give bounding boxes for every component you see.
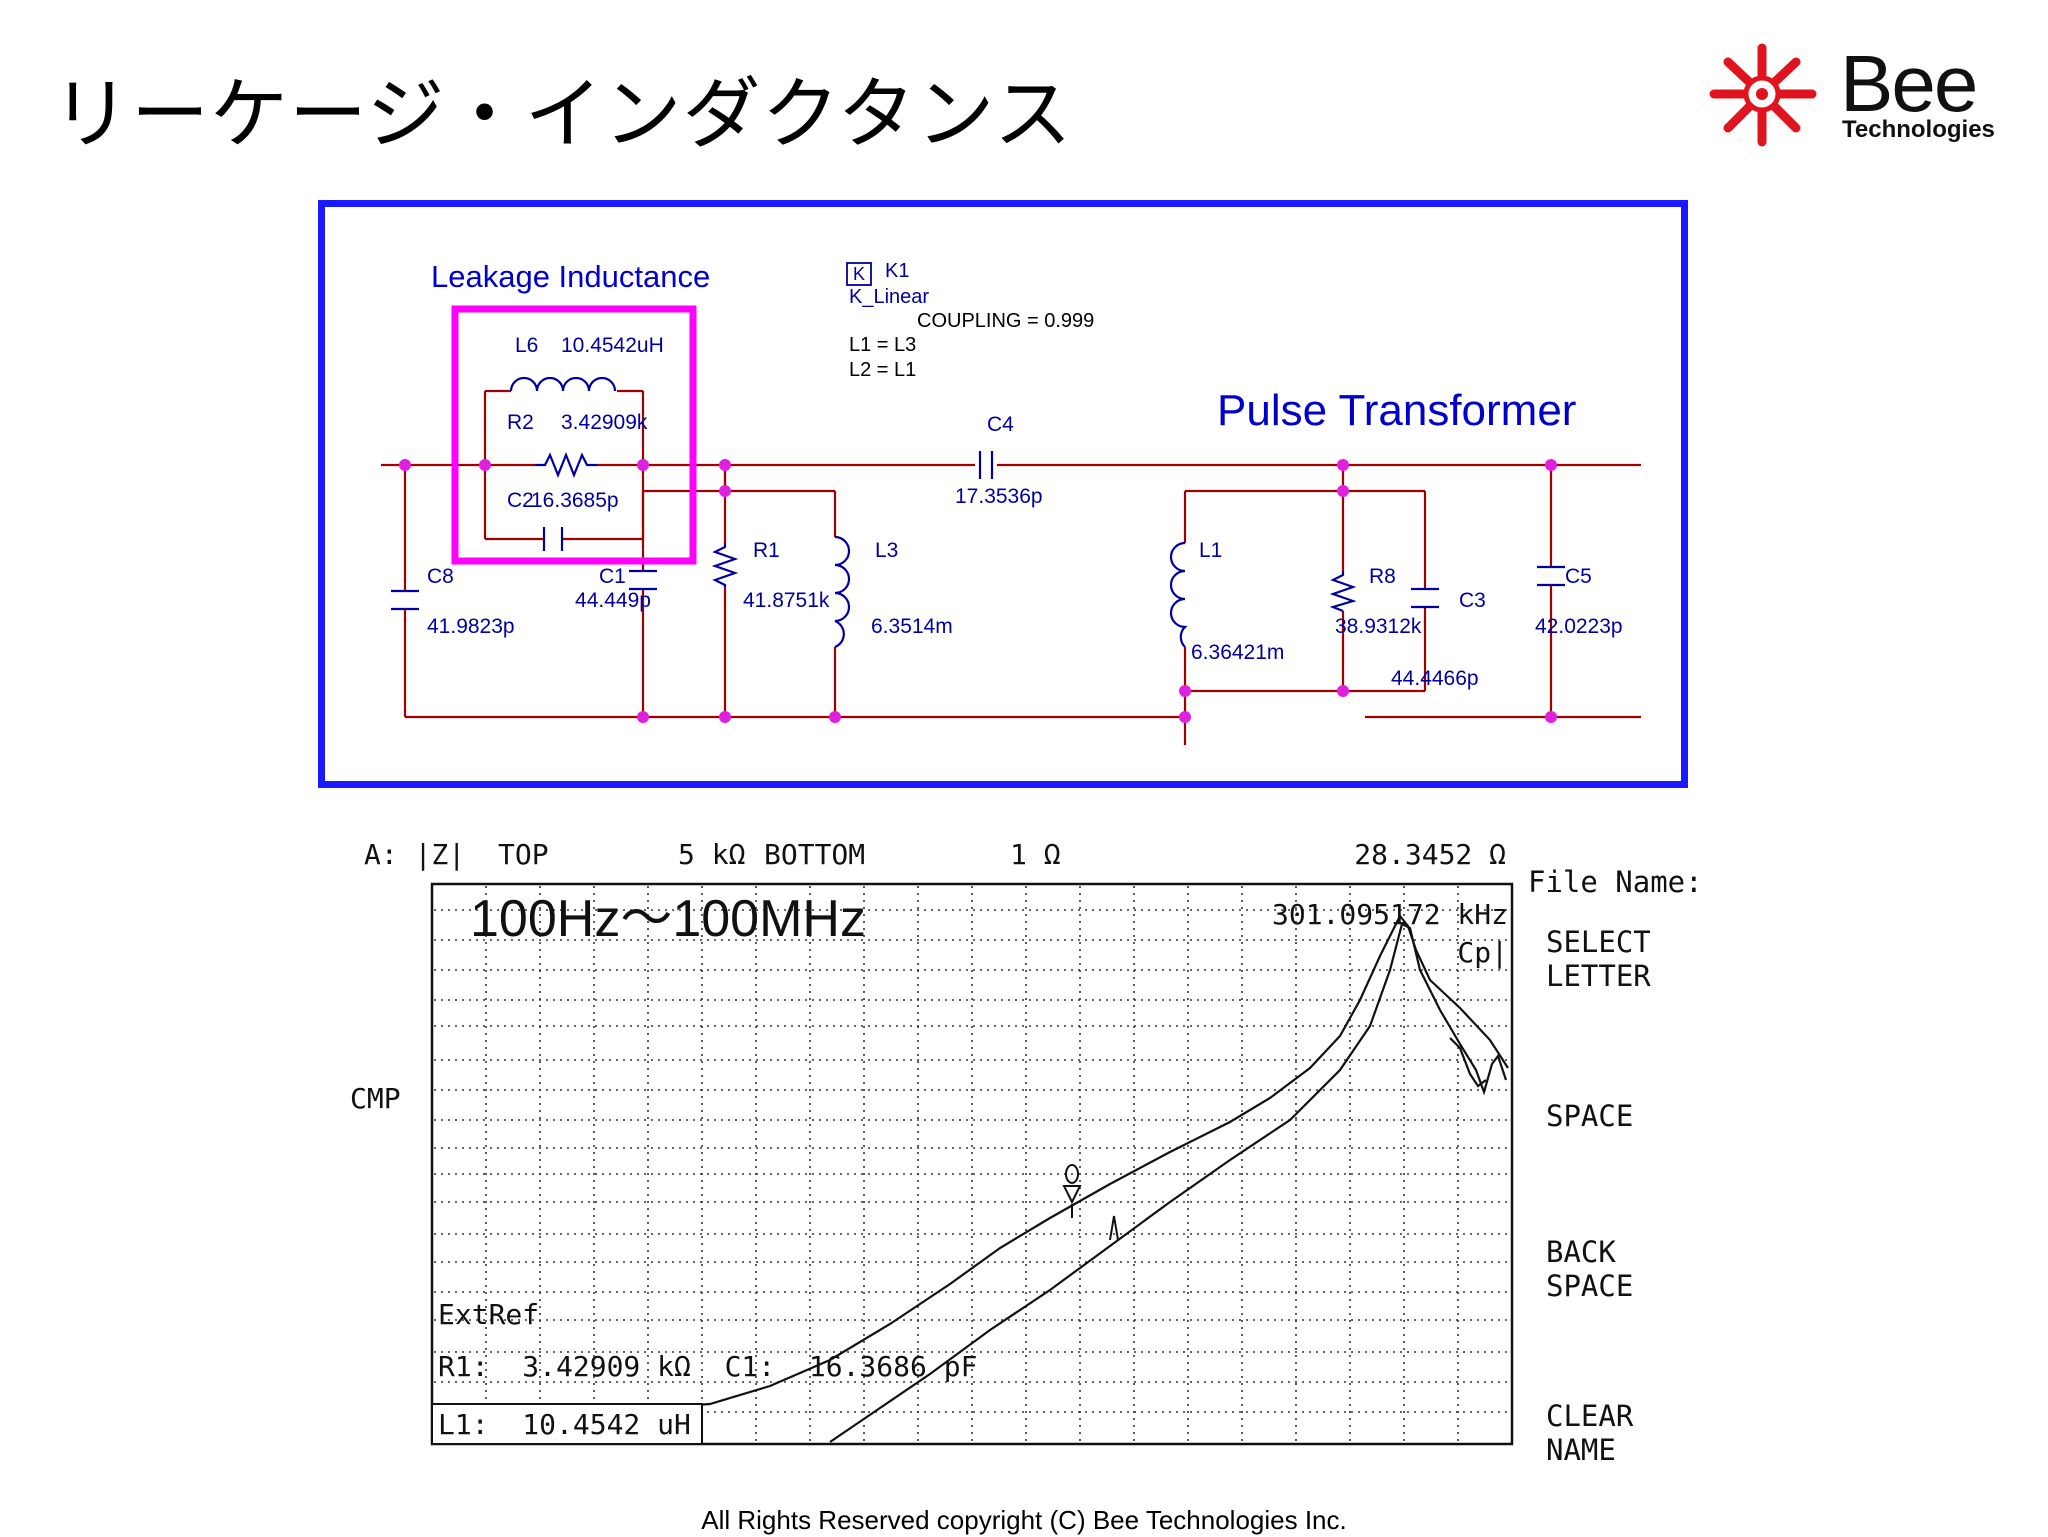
c4-name: C4 bbox=[987, 413, 1014, 436]
c5-name: C5 bbox=[1565, 565, 1592, 588]
logo-word: Bee bbox=[1840, 39, 1978, 128]
marker-frequency: 301.095172 kHz bbox=[1272, 898, 1508, 931]
r8-name: R8 bbox=[1369, 565, 1396, 588]
clear-name-key-1[interactable]: CLEAR bbox=[1546, 1399, 1634, 1433]
bottom-label: BOTTOM bbox=[764, 838, 865, 871]
k-icon: K bbox=[853, 264, 865, 284]
k1-coupling: COUPLING = 0.999 bbox=[917, 310, 1094, 332]
analyzer-display: A: |Z| TOP 5 kΩ BOTTOM 1 Ω 28.3452 Ω bbox=[350, 838, 1703, 1467]
top-value: 5 kΩ bbox=[678, 838, 745, 871]
range-note: 100Hz～100MHz bbox=[470, 890, 866, 948]
impedance-analyzer-screen: A: |Z| TOP 5 kΩ BOTTOM 1 Ω 28.3452 Ω bbox=[350, 830, 1710, 1470]
extref-label: ExtRef bbox=[438, 1298, 539, 1331]
l1-readout: L1: 10.4542 uH bbox=[438, 1408, 691, 1441]
l1-name: L1 bbox=[1199, 539, 1222, 562]
c2-value: 16.3685p bbox=[531, 489, 619, 512]
r1-value: 41.8751k bbox=[743, 589, 830, 612]
page-title: リーケージ・インダクタンス bbox=[52, 70, 1073, 160]
c1-name: C1 bbox=[599, 565, 626, 588]
k1-model: K_Linear bbox=[849, 286, 929, 308]
c8-value: 41.9823p bbox=[427, 615, 515, 638]
c3-value: 44.4466p bbox=[1391, 667, 1479, 690]
l6-name: L6 bbox=[515, 334, 538, 357]
r1-name: R1 bbox=[753, 539, 780, 562]
l6-value: 10.4542uH bbox=[561, 334, 664, 357]
back-space-key-2[interactable]: SPACE bbox=[1546, 1269, 1633, 1303]
top-label: TOP bbox=[498, 838, 549, 871]
r2-name: R2 bbox=[507, 411, 534, 434]
pulse-transformer-label: Pulse Transformer bbox=[1217, 386, 1576, 435]
bottom-value: 1 Ω bbox=[1010, 838, 1061, 871]
r2-value: 3.42909k bbox=[561, 411, 648, 434]
c1-value: 44.449p bbox=[575, 589, 651, 612]
cmp-label: CMP bbox=[350, 1082, 401, 1115]
back-space-key-1[interactable]: BACK bbox=[1546, 1235, 1616, 1269]
leakage-inductance-label: Leakage Inductance bbox=[431, 259, 710, 294]
select-letter-key-2[interactable]: LETTER bbox=[1546, 959, 1651, 993]
k1-name: K1 bbox=[885, 260, 909, 282]
marker-value: 28.3452 Ω bbox=[1354, 838, 1506, 871]
l1-value: 6.36421m bbox=[1191, 641, 1284, 664]
c4-value: 17.3536p bbox=[955, 485, 1043, 508]
copyright-footer: All Rights Reserved copyright (C) Bee Te… bbox=[701, 1505, 1347, 1535]
measure-mode: Cp| bbox=[1457, 936, 1508, 969]
r1-c1-readout: R1: 3.42909 kΩ C1: 16.3686 pF bbox=[438, 1350, 977, 1383]
file-name-label: File Name: bbox=[1528, 865, 1703, 899]
l3-name: L3 bbox=[875, 539, 898, 562]
select-letter-key-1[interactable]: SELECT bbox=[1546, 925, 1651, 959]
k1-l1: L1 = L3 bbox=[849, 334, 916, 356]
r8-value: 38.9312k bbox=[1335, 615, 1422, 638]
space-key[interactable]: SPACE bbox=[1546, 1099, 1633, 1133]
logo-subtitle: Technologies bbox=[1842, 116, 1995, 143]
leakage-highlight-box bbox=[451, 305, 697, 565]
l3-value: 6.3514m bbox=[871, 615, 953, 638]
marker-icon bbox=[1062, 1164, 1082, 1218]
k1-l2: L2 = L1 bbox=[849, 359, 916, 381]
clear-name-key-2[interactable]: NAME bbox=[1546, 1433, 1616, 1467]
c2-name: C2 bbox=[507, 489, 534, 512]
schematic-panel: Leakage Inductance Pulse Transformer K K… bbox=[318, 200, 1688, 788]
schematic-diagram: Leakage Inductance Pulse Transformer K K… bbox=[381, 259, 1641, 745]
c8-name: C8 bbox=[427, 565, 454, 588]
c3-name: C3 bbox=[1459, 589, 1486, 612]
bee-burst-icon bbox=[1709, 43, 1817, 147]
c5-value: 42.0223p bbox=[1535, 615, 1623, 638]
bee-logo: Bee Technologies bbox=[1700, 42, 2030, 152]
trace-label: A: |Z| bbox=[364, 838, 465, 871]
